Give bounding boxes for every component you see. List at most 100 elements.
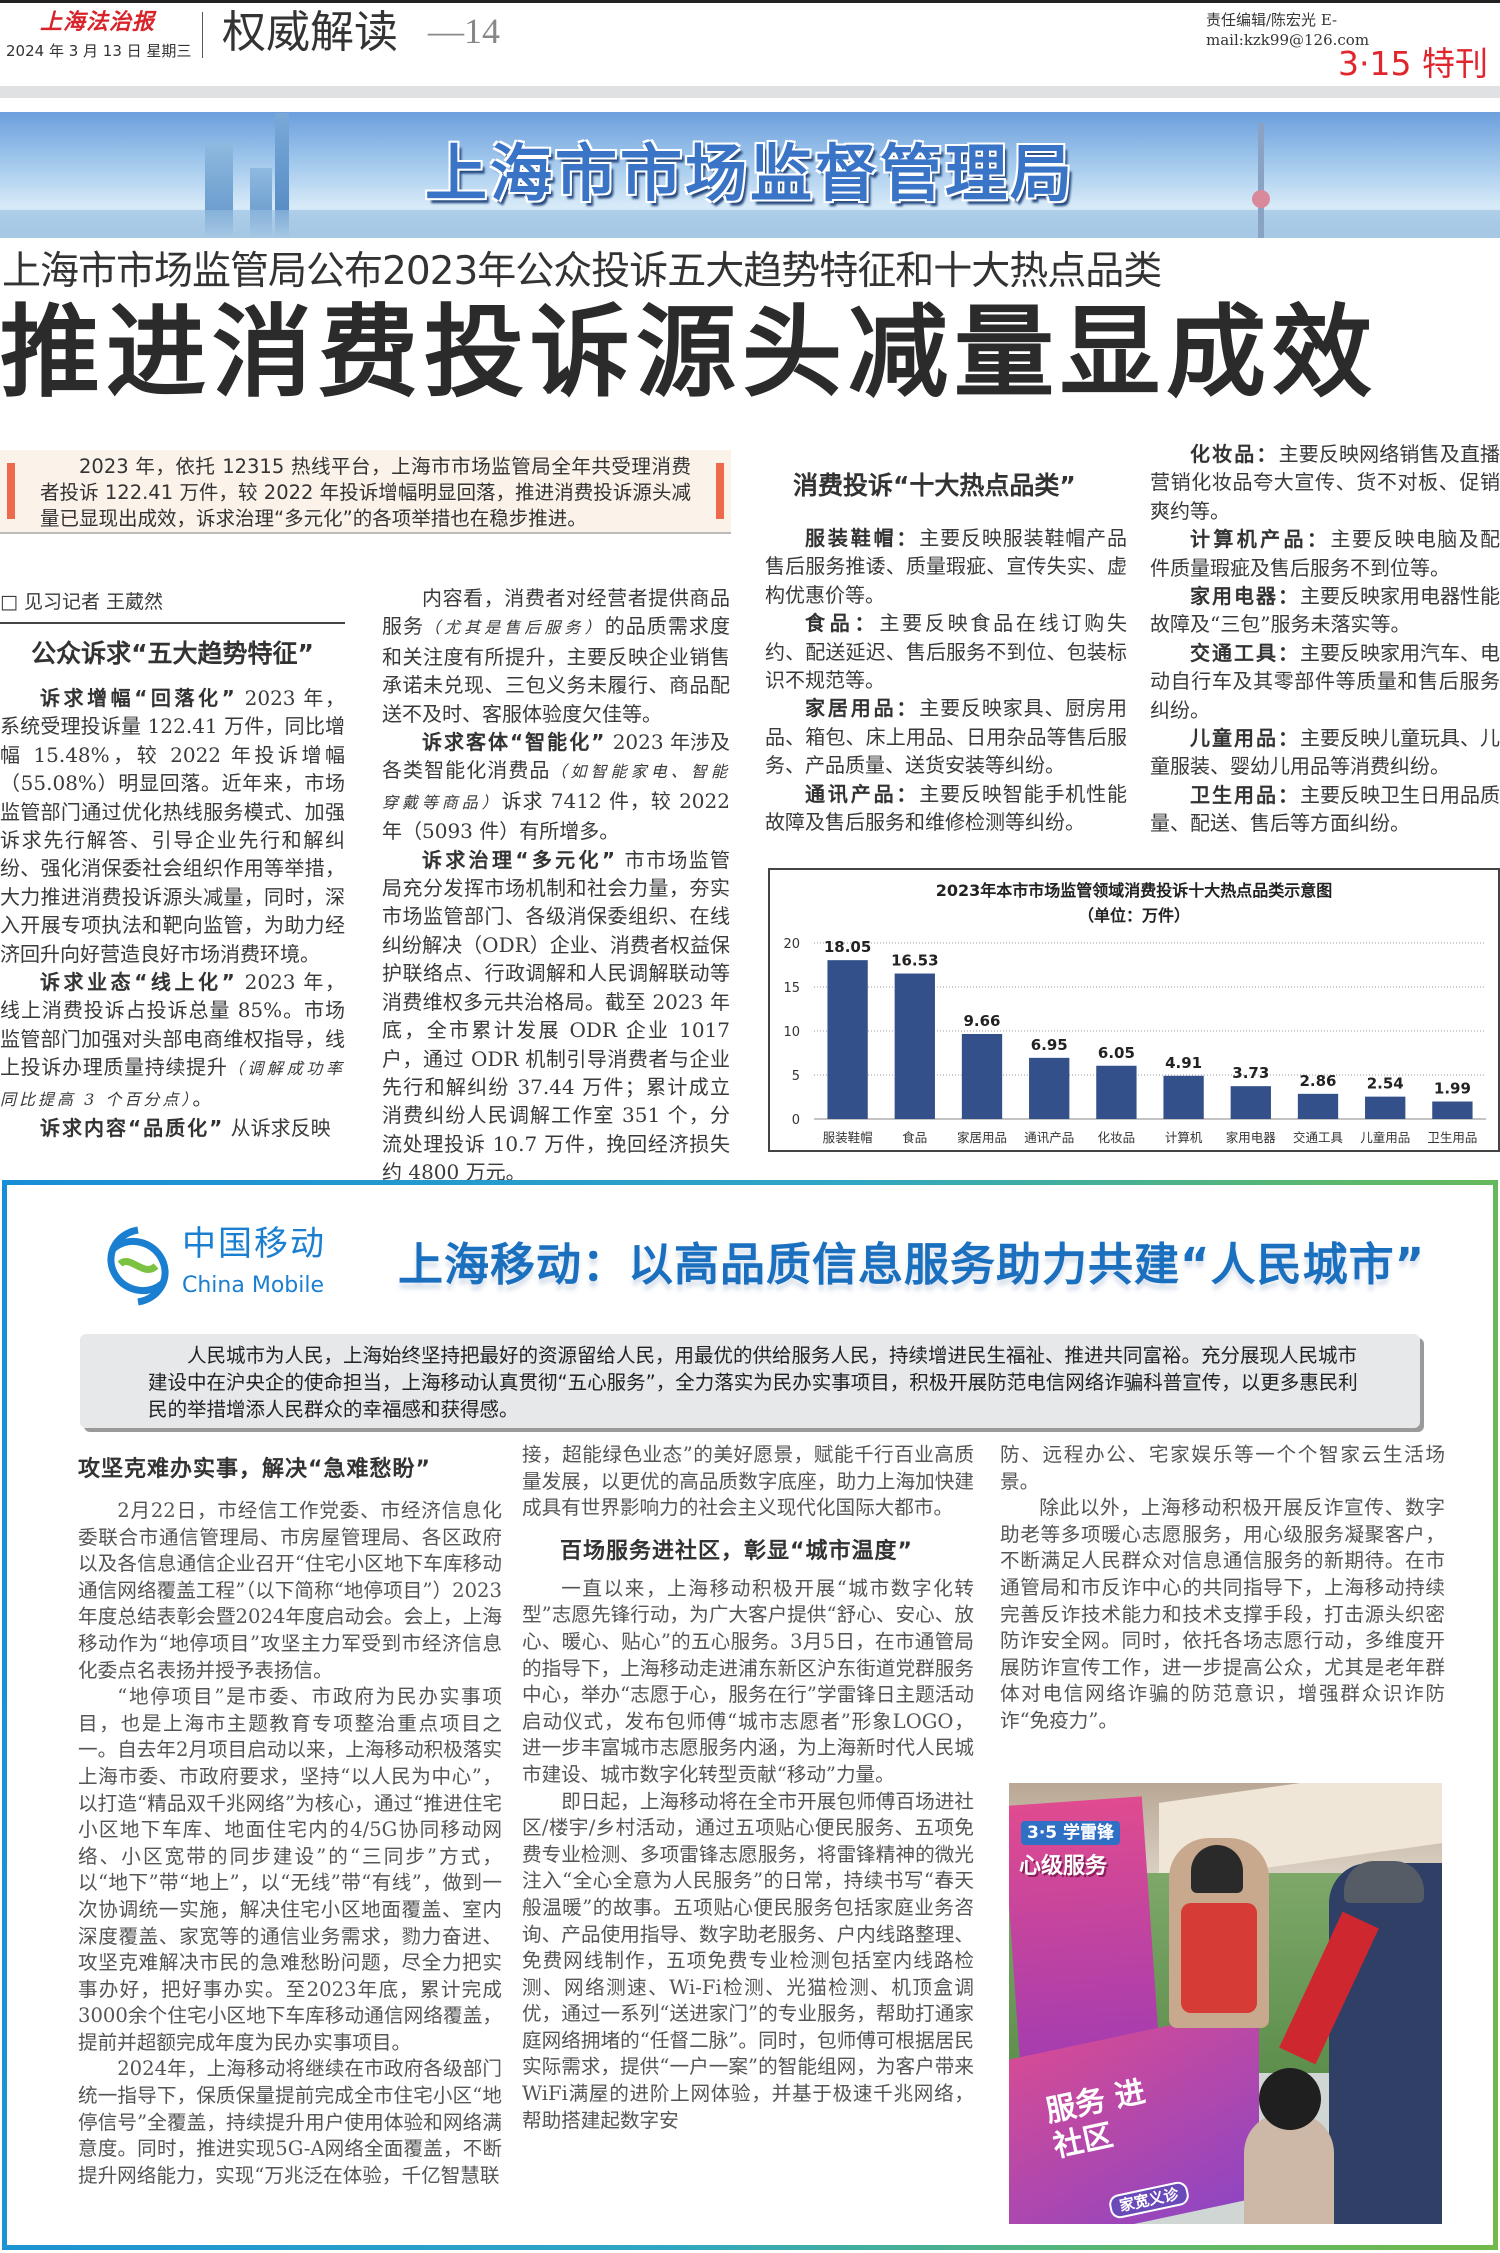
photo-volunteer-hat xyxy=(1191,1845,1243,1893)
tv-tower-sphere xyxy=(1252,190,1270,208)
paragraph-lead-in: 诉求内容“品质化” xyxy=(40,1116,225,1141)
paragraph-text: 诉求 7412 件，较 2022 年（5093 件）有所增多。 xyxy=(382,788,730,844)
advert-summary: 人民城市为人民，上海始终坚持把最好的资源留给人民，用最优的供给服务人民，持续增进… xyxy=(80,1334,1420,1428)
paragraph: “地停项目”是市委、市政府为民办实事项目，也是上海市主题教育专项整治重点项目之一… xyxy=(78,1685,502,2054)
paragraph-lead-in: 卫生用品： xyxy=(1190,782,1300,807)
paragraph: 诉求业态“线上化” 2023 年，线上消费投诉占投诉总量 85%。市场监管部门加… xyxy=(0,968,345,1114)
article-column-2: 内容看，消费者对经营者提供商品服务（尤其是售后服务）的品质需求度和关注度有所提升… xyxy=(382,584,730,1187)
paragraph-text: 主要反映儿童玩具、儿童服装、婴幼儿用品等消费纠纷。 xyxy=(1150,726,1500,779)
paragraph: 化妆品：主要反映网络销售及直播营销化妆品夸大宣传、货不对板、促销爽约等。 xyxy=(1150,440,1500,525)
editor-credit: 责任编辑/陈宏光 E-mail:kzk99@126.com xyxy=(1206,11,1370,49)
agency-banner: 上海市市场监督管理局 xyxy=(0,112,1500,238)
tv-tower xyxy=(1258,123,1264,238)
bar xyxy=(1096,1065,1137,1119)
paragraph-continued: 接，超能绿色业态”的美好愿景，赋能千行百业高质量发展，以更优的高品质数字底座，助… xyxy=(522,1443,974,1520)
x-category-label: 计算机 xyxy=(1165,1130,1203,1145)
header-divider xyxy=(202,12,203,58)
paragraph-text: 主要反映家用汽车、电动自行车及其零部件等质量和售后服务纠纷。 xyxy=(1150,640,1500,722)
photo-volunteer-vest xyxy=(1181,1903,1257,2013)
paragraph: 儿童用品：主要反映儿童玩具、儿童服装、婴幼儿用品等消费纠纷。 xyxy=(1150,724,1500,781)
page-number: —14 xyxy=(428,11,500,51)
paragraph-text: 2023 年涉及各类智能化消费品 xyxy=(382,730,730,783)
special-issue-label: 3·15 特刊 xyxy=(1338,44,1488,83)
community-service-photo: 3·5 学雷锋 心级服务 服务 进社区 家宽义诊 xyxy=(1009,1783,1442,2224)
paragraph: 诉求治理“多元化” 市市场监管局充分发挥市场机制和社会力量，夯实市场监管部门、各… xyxy=(382,846,730,1187)
china-mobile-logo: 中国移动 China Mobile xyxy=(100,1224,330,1308)
paragraph-lead-in: 家居用品： xyxy=(805,696,920,721)
paragraph-lead-in: 儿童用品： xyxy=(1190,726,1300,751)
paragraph: 一直以来，上海移动积极开展“城市数字化转型”志愿先锋行动，为广大客户提供“舒心、… xyxy=(522,1576,974,1786)
advert-heading-1: 攻坚克难办实事，解决“急难愁盼” xyxy=(78,1457,431,1482)
paragraph-text: （尤其是售后服务） xyxy=(424,618,605,638)
paragraph-text: 主要反映卫生日用品质量、配送、售后等方面纠纷。 xyxy=(1150,782,1500,836)
bar-value-label: 3.73 xyxy=(1232,1064,1269,1082)
photo-sign-service: 心级服务 xyxy=(1019,1854,1108,1879)
y-tick-label: 5 xyxy=(792,1069,800,1084)
paragraph-continued: 防、远程办公、宅家娱乐等一个个智家云生活场景。 xyxy=(1000,1443,1445,1493)
bar-value-label: 2.54 xyxy=(1367,1075,1404,1093)
x-category-label: 通讯产品 xyxy=(1024,1130,1074,1145)
bar-value-label: 9.66 xyxy=(963,1012,1000,1030)
advert-column-2: 接，超能绿色业态”的美好愿景，赋能千行百业高质量发展，以更优的高品质数字底座，助… xyxy=(522,1442,974,2134)
paragraph-text: 主要反映智能手机性能故障及售后服务和维修检测等纠纷。 xyxy=(765,781,1128,835)
paragraph-lead-in: 诉求治理“多元化” xyxy=(422,847,617,872)
advert-heading-2: 百场服务进社区，彰显“城市温度” xyxy=(560,1538,913,1564)
y-tick-label: 0 xyxy=(792,1113,800,1128)
paragraph: 除此以外，上海移动积极开展反诈宣传、数字助老等多项暖心志愿服务，用心级服务凝聚客… xyxy=(1000,1496,1445,1732)
lead-paragraph: 2023 年，依托 12315 热线平台，上海市市场监管局全年共受理消费者投诉 … xyxy=(0,450,731,534)
advert-title: 上海移动：以高品质信息服务助力共建“人民城市” xyxy=(398,1238,1426,1291)
hot-categories-heading: 消费投诉“十大热点品类” xyxy=(793,471,1076,500)
paragraph-lead-in: 家用电器： xyxy=(1190,584,1300,609)
paragraph-lead-in: 食品： xyxy=(805,611,880,636)
bar xyxy=(961,1033,1003,1119)
hot-categories-column-2: 化妆品：主要反映网络销售及直播营销化妆品夸大宣传、货不对板、促销爽约等。 计算机产… xyxy=(1150,440,1500,838)
x-category-label: 卫生用品 xyxy=(1427,1130,1477,1145)
article-subheadline: 上海市市场监管局公布2023年公众投诉五大趋势特征和十大热点品类 xyxy=(2,249,1162,294)
bar xyxy=(1365,1096,1406,1119)
bar xyxy=(1297,1093,1339,1119)
paragraph: 内容看，消费者对经营者提供商品服务（尤其是售后服务）的品质需求度和关注度有所提升… xyxy=(382,584,730,728)
bar-chart: 2023年本市市场监管领域消费投诉十大热点品类示意图 （单位：万件） 0 5 10 15 2… xyxy=(783,881,1486,1145)
paragraph: 诉求内容“品质化” 从诉求反映 xyxy=(0,1114,345,1142)
x-category-label: 交通工具 xyxy=(1293,1130,1344,1145)
paragraph: 家用电器：主要反映家用电器性能故障及“三包”服务未落实等。 xyxy=(1150,582,1500,639)
paragraph-text: 2023 年，线上消费投诉占投诉总量 85%。市场监管部门加强对头部电商维权指导… xyxy=(0,970,345,1080)
newspaper-logo: 上海法治报 xyxy=(40,9,156,35)
paragraph-lead-in: 交通工具： xyxy=(1190,640,1300,665)
advert-column-3: 防、远程办公、宅家娱乐等一个个智家云生活场景。 除此以外，上海移动积极开展反诈宣… xyxy=(1000,1442,1445,1735)
paragraph: 卫生用品：主要反映卫生日用品质量、配送、售后等方面纠纷。 xyxy=(1150,781,1500,838)
bar xyxy=(1230,1086,1271,1119)
section-heading: 公众诉求“五大趋势特征” xyxy=(31,639,314,668)
hot-categories-column-1: 消费投诉“十大热点品类” 服装鞋帽：主要反映服装鞋帽产品售后服务推诿、质量瑕疵、… xyxy=(765,470,1127,836)
advert-column-1: 攻坚克难办实事，解决“急难愁盼” 2月22日，市经信工作党委、市经济信息化委联合… xyxy=(78,1456,502,2189)
paragraph: 食品：主要反映食品在线订购失约、配送延迟、售后服务不到位、包装标识不规范等。 xyxy=(765,609,1127,694)
header-band xyxy=(0,86,1500,98)
paragraph-text: （调解成功率同比提高 3 个百分点） xyxy=(0,1059,345,1109)
hot-categories-chart: 2023年本市市场监管领域消费投诉十大热点品类示意图 （单位：万件） 0 5 10 15 2… xyxy=(768,868,1500,1152)
paragraph-text: 2023 年，系统受理投诉量 122.41 万件，同比增幅 15.48%，较 2… xyxy=(0,686,345,966)
china-mobile-logo-en: China Mobile xyxy=(182,1273,325,1298)
bar-value-label: 1.99 xyxy=(1434,1079,1471,1097)
lead-text: 2023 年，依托 12315 热线平台，上海市市场监管局全年共受理消费者投诉 … xyxy=(40,455,691,530)
skyline-tower xyxy=(275,113,289,238)
paragraph-text: 内容看，消费者对经营者提供商品服务 xyxy=(382,586,730,639)
bar xyxy=(894,973,935,1119)
photo-sign-event: 3·5 学雷锋 xyxy=(1021,1821,1121,1845)
paragraph-text: 主要反映食品在线订购失约、配送延迟、售后服务不到位、包装标识不规范等。 xyxy=(765,611,1128,693)
paragraph: 即日起，上海移动将在全市开展包师傅百场进社区/楼宇/乡村活动，通过五项贴心便民服… xyxy=(522,1789,974,2132)
paragraph-lead-in: 通讯产品： xyxy=(805,781,920,806)
photo-elder-hat xyxy=(1344,1861,1424,1903)
byline: □ 见习记者 王葳然 xyxy=(0,590,345,624)
photo-child xyxy=(1244,2113,1334,2224)
paragraph-text: 市市场监管局充分发挥市场机制和社会力量，夯实市场监管部门、各级消保委组织、在线纠… xyxy=(382,847,730,1185)
bar-value-label: 4.91 xyxy=(1165,1054,1202,1072)
skyline-city xyxy=(0,210,1500,238)
paragraph-text: 主要反映网络销售及直播营销化妆品夸大宣传、货不对板、促销爽约等。 xyxy=(1150,442,1500,523)
paragraph-text: （如智能家电、智能穿戴等商品） xyxy=(382,762,730,812)
china-mobile-logo-cn: 中国移动 xyxy=(182,1224,326,1264)
x-category-label: 服装鞋帽 xyxy=(823,1130,873,1145)
chart-title: 2023年本市市场监管领域消费投诉十大热点品类示意图 xyxy=(936,881,1333,900)
y-tick-label: 10 xyxy=(783,1025,800,1040)
paragraph: 服装鞋帽：主要反映服装鞋帽产品售后服务推诿、质量瑕疵、宣传失实、虚构优惠价等。 xyxy=(765,524,1127,609)
paragraph-lead-in: 诉求增幅“回落化” xyxy=(40,686,237,710)
